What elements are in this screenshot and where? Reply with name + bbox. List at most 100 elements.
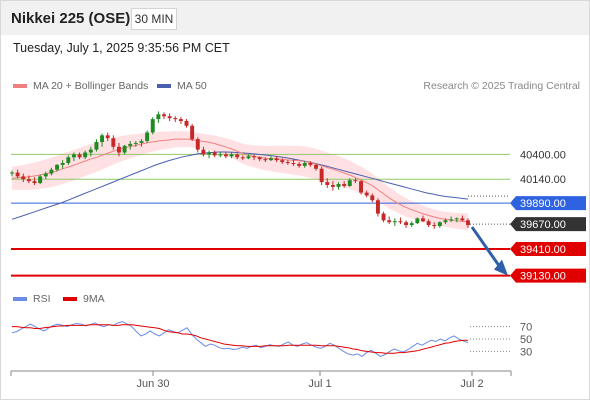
candle-body (302, 163, 307, 166)
candle-body (195, 139, 200, 150)
candle-body (449, 219, 454, 221)
timeframe-button[interactable]: 30 MIN (131, 8, 177, 30)
candle-body (274, 158, 279, 161)
candle-body (178, 119, 183, 122)
candle-body (404, 222, 409, 226)
legend-ma20-label: MA 20 + Bollinger Bands (33, 80, 149, 92)
candle-body (94, 142, 99, 150)
legend-ma20: MA 20 + Bollinger Bands (13, 80, 148, 92)
candle-body (43, 173, 48, 177)
candle-body (60, 163, 65, 165)
candle-body (55, 164, 60, 170)
candle-body (454, 218, 459, 220)
legend-9ma: 9MA (63, 293, 105, 305)
level-tag (510, 268, 586, 283)
x-tick-label: Jul 2 (460, 378, 483, 390)
candle-body (336, 184, 341, 187)
level-label: 39890.00 (520, 198, 566, 210)
candle-body (392, 221, 397, 223)
level-label: 39130.00 (520, 271, 566, 283)
research-credit: Research © 2025 Trading Central (423, 80, 580, 92)
candle-body (21, 176, 26, 180)
candle-body (128, 143, 133, 146)
candle-body (359, 181, 364, 193)
candle-body (111, 138, 116, 147)
candle-body (133, 142, 138, 144)
candle-body (223, 154, 228, 157)
rsi-tick-label: 50 (520, 334, 532, 346)
candle-body (150, 119, 155, 133)
candle-body (246, 156, 251, 159)
candle-body (116, 146, 121, 153)
candle-body (105, 135, 110, 139)
candle-body (443, 220, 448, 223)
ma50-swatch (157, 84, 171, 88)
candle-body (38, 176, 43, 184)
header-bar: Nikkei 225 (OSE) 30 MIN (1, 1, 589, 35)
candle-body (49, 169, 54, 174)
candle-body (26, 179, 31, 182)
candle-body (162, 114, 166, 117)
candle-body (314, 164, 318, 169)
candle-body (285, 162, 290, 164)
candle-body (347, 180, 352, 186)
candle-body (353, 180, 358, 182)
ma20-swatch (13, 84, 27, 88)
candle-body (240, 157, 245, 159)
candle-body (291, 163, 296, 165)
candle-body (88, 149, 93, 153)
candle-body (15, 172, 20, 177)
candle-body (184, 121, 189, 126)
candle-body (66, 157, 71, 164)
candle-body (201, 149, 206, 155)
candle-body (156, 114, 161, 120)
candle-body (330, 184, 335, 187)
candle-body (139, 141, 144, 143)
level-label: 40400.00 (520, 149, 566, 161)
legend-ma50-label: MA 50 (177, 80, 207, 92)
candle-body (229, 154, 234, 157)
candle-body (370, 195, 375, 201)
candle-body (252, 156, 257, 158)
candle-body (432, 225, 437, 227)
bollinger-band (12, 131, 468, 231)
candle-body (415, 218, 420, 224)
legend-9ma-label: 9MA (83, 293, 105, 305)
candle-body (218, 154, 223, 156)
candle-body (77, 154, 82, 158)
candle-body (409, 223, 414, 226)
rsi-ma9-line (12, 324, 468, 354)
candle-body (71, 154, 76, 158)
candle-body (10, 172, 14, 174)
rsi-tick-label: 70 (520, 322, 532, 334)
candle-body (83, 152, 88, 158)
candle-body (387, 220, 392, 223)
rsi-swatch (13, 297, 27, 301)
forecast-arrowhead (494, 259, 508, 276)
candle-body (190, 125, 195, 140)
rsi-tick-label: 30 (520, 346, 532, 358)
candle-body (319, 168, 324, 183)
candle-body (437, 222, 442, 227)
x-tick-label: Jun 30 (136, 378, 169, 390)
instrument-title: Nikkei 225 (OSE) (11, 10, 131, 27)
candle-body (212, 152, 217, 156)
candle-body (173, 118, 178, 120)
candle-body (263, 159, 268, 161)
candle-body (280, 160, 285, 163)
candle-body (364, 192, 369, 196)
candle-body (235, 154, 240, 158)
candle-body (460, 218, 465, 221)
candle-body (268, 158, 273, 161)
level-label: 39410.00 (520, 244, 566, 256)
legend-ma50: MA 50 (157, 80, 207, 92)
candle-body (420, 218, 425, 222)
candle-body (325, 182, 330, 185)
candle-body (426, 221, 431, 226)
candle-body (100, 135, 105, 143)
x-tick-label: Jul 1 (308, 378, 331, 390)
chart-datetime: Tuesday, July 1, 2025 9:35:56 PM CET (13, 41, 230, 55)
forecast-arrow (470, 226, 501, 267)
level-tag (510, 241, 586, 256)
